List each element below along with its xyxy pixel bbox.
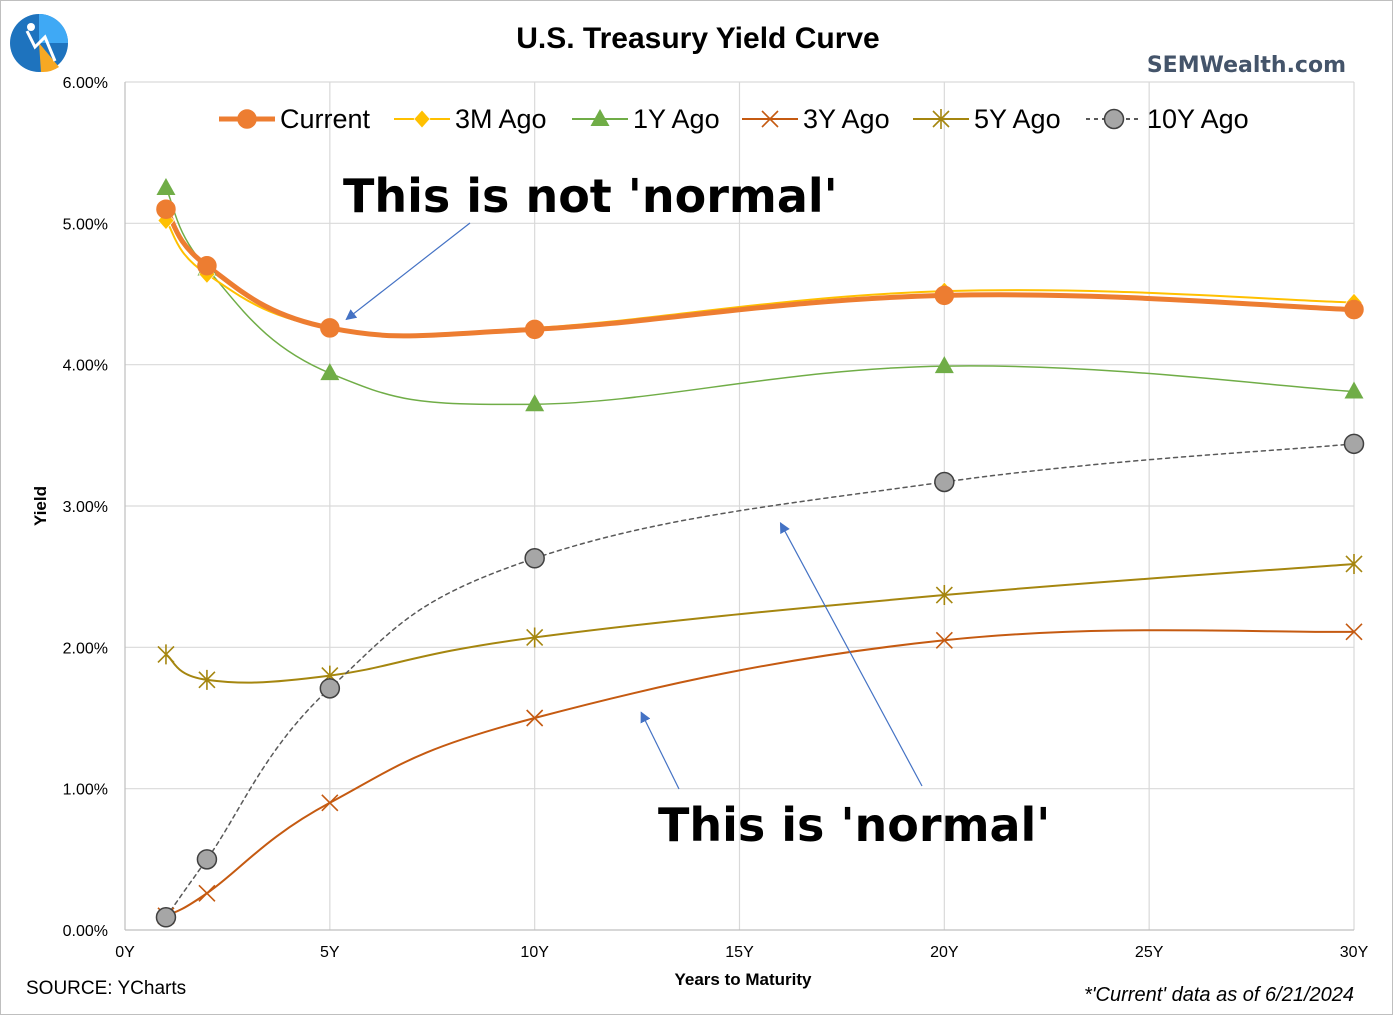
legend-swatch-marker bbox=[761, 110, 779, 128]
legend-item-y10: 10Y Ago bbox=[1086, 104, 1249, 134]
point-current bbox=[197, 255, 217, 276]
point-y1 bbox=[320, 363, 340, 381]
point-y1 bbox=[156, 178, 176, 195]
legend-label: 1Y Ago bbox=[633, 104, 720, 134]
y-tick-label: 0.00% bbox=[63, 923, 108, 940]
series-line-y3 bbox=[164, 629, 1355, 917]
series-markers bbox=[155, 178, 1365, 928]
axes: 0.00% 1.00% 2.00% 3.00% 4.00% 5.00% 6.00% 0Y 5Y 1… bbox=[63, 75, 1369, 961]
point-y5 bbox=[935, 585, 953, 606]
annotation-not-normal: This is not 'normal' bbox=[343, 169, 838, 223]
legend-item-y3: 3Y Ago bbox=[742, 104, 890, 134]
legend-item-current: Current bbox=[219, 104, 371, 134]
legend-label: 3M Ago bbox=[455, 104, 547, 134]
point-y10 bbox=[196, 849, 218, 870]
legend-item-y5: 5Y Ago bbox=[913, 104, 1061, 134]
y-tick-label: 5.00% bbox=[63, 216, 108, 233]
series-line-y5 bbox=[164, 562, 1355, 684]
legend-swatch-marker bbox=[1103, 108, 1125, 130]
annotations: This is not 'normal' This is 'normal' bbox=[343, 169, 1050, 852]
legend-swatch-marker bbox=[413, 109, 431, 129]
legend-swatch-marker bbox=[590, 109, 610, 126]
series-line-m3 bbox=[164, 219, 1355, 336]
x-tick-label: 10Y bbox=[520, 944, 549, 961]
point-y3 bbox=[198, 884, 216, 902]
x-tick-label: 20Y bbox=[930, 944, 959, 961]
x-tick-label: 0Y bbox=[115, 944, 135, 961]
point-current bbox=[1344, 299, 1364, 320]
point-y10 bbox=[524, 548, 545, 569]
point-current bbox=[524, 319, 545, 340]
point-y10 bbox=[155, 907, 177, 928]
legend-item-m3: 3M Ago bbox=[394, 104, 547, 134]
x-tick-label: 15Y bbox=[725, 944, 754, 961]
semwealth-logo-icon bbox=[10, 14, 68, 73]
y-axis-title: Yield bbox=[31, 486, 50, 526]
y-tick-label: 1.00% bbox=[63, 782, 108, 799]
x-tick-label: 25Y bbox=[1135, 944, 1164, 961]
point-y5 bbox=[1345, 553, 1363, 574]
y-tick-label: 3.00% bbox=[63, 499, 108, 516]
y-tick-label: 6.00% bbox=[63, 75, 108, 92]
legend-swatch-marker bbox=[237, 109, 257, 129]
source-note: SOURCE: YCharts bbox=[26, 978, 186, 999]
legend-label: Current bbox=[280, 104, 371, 134]
chart-title: U.S. Treasury Yield Curve bbox=[516, 22, 880, 55]
point-y10 bbox=[934, 471, 955, 493]
point-y3 bbox=[1345, 623, 1363, 641]
point-y10 bbox=[1343, 433, 1365, 455]
series-line-current bbox=[163, 206, 1357, 339]
legend-swatch-marker bbox=[932, 109, 950, 129]
x-axis-title: Years to Maturity bbox=[675, 970, 813, 989]
legend-item-y1: 1Y Ago bbox=[572, 104, 720, 134]
annotation-arrow bbox=[345, 222, 471, 321]
point-y5 bbox=[157, 644, 175, 665]
point-y10 bbox=[319, 678, 341, 699]
point-y1 bbox=[934, 356, 954, 374]
point-y1 bbox=[1344, 381, 1364, 399]
point-y5 bbox=[526, 627, 544, 648]
annotation-arrow bbox=[640, 711, 680, 790]
point-current bbox=[934, 285, 955, 306]
point-y3 bbox=[935, 631, 953, 649]
legend-label: 10Y Ago bbox=[1147, 104, 1249, 134]
point-current bbox=[320, 318, 340, 338]
annotation-normal: This is 'normal' bbox=[658, 798, 1050, 852]
point-y3 bbox=[321, 794, 339, 812]
point-y1 bbox=[525, 394, 545, 412]
x-tick-label: 30Y bbox=[1340, 944, 1369, 961]
point-y3 bbox=[526, 709, 544, 727]
annotation-arrow bbox=[779, 522, 923, 787]
y-tick-label: 4.00% bbox=[63, 358, 108, 375]
gridlines bbox=[125, 81, 1355, 930]
legend-label: 3Y Ago bbox=[803, 104, 890, 134]
x-tick-label: 5Y bbox=[320, 944, 340, 961]
point-y5 bbox=[198, 669, 216, 690]
point-current bbox=[156, 199, 176, 219]
legend-label: 5Y Ago bbox=[974, 104, 1061, 134]
brand-site-name: SEMWealth.com bbox=[1147, 53, 1346, 78]
footnote: *'Current' data as of 6/21/2024 bbox=[1084, 984, 1354, 1006]
y-tick-label: 2.00% bbox=[63, 640, 108, 657]
legend: Current 3M Ago 1Y Ago 3Y Ago 5Y Ago 10Y Ago bbox=[219, 104, 1249, 134]
